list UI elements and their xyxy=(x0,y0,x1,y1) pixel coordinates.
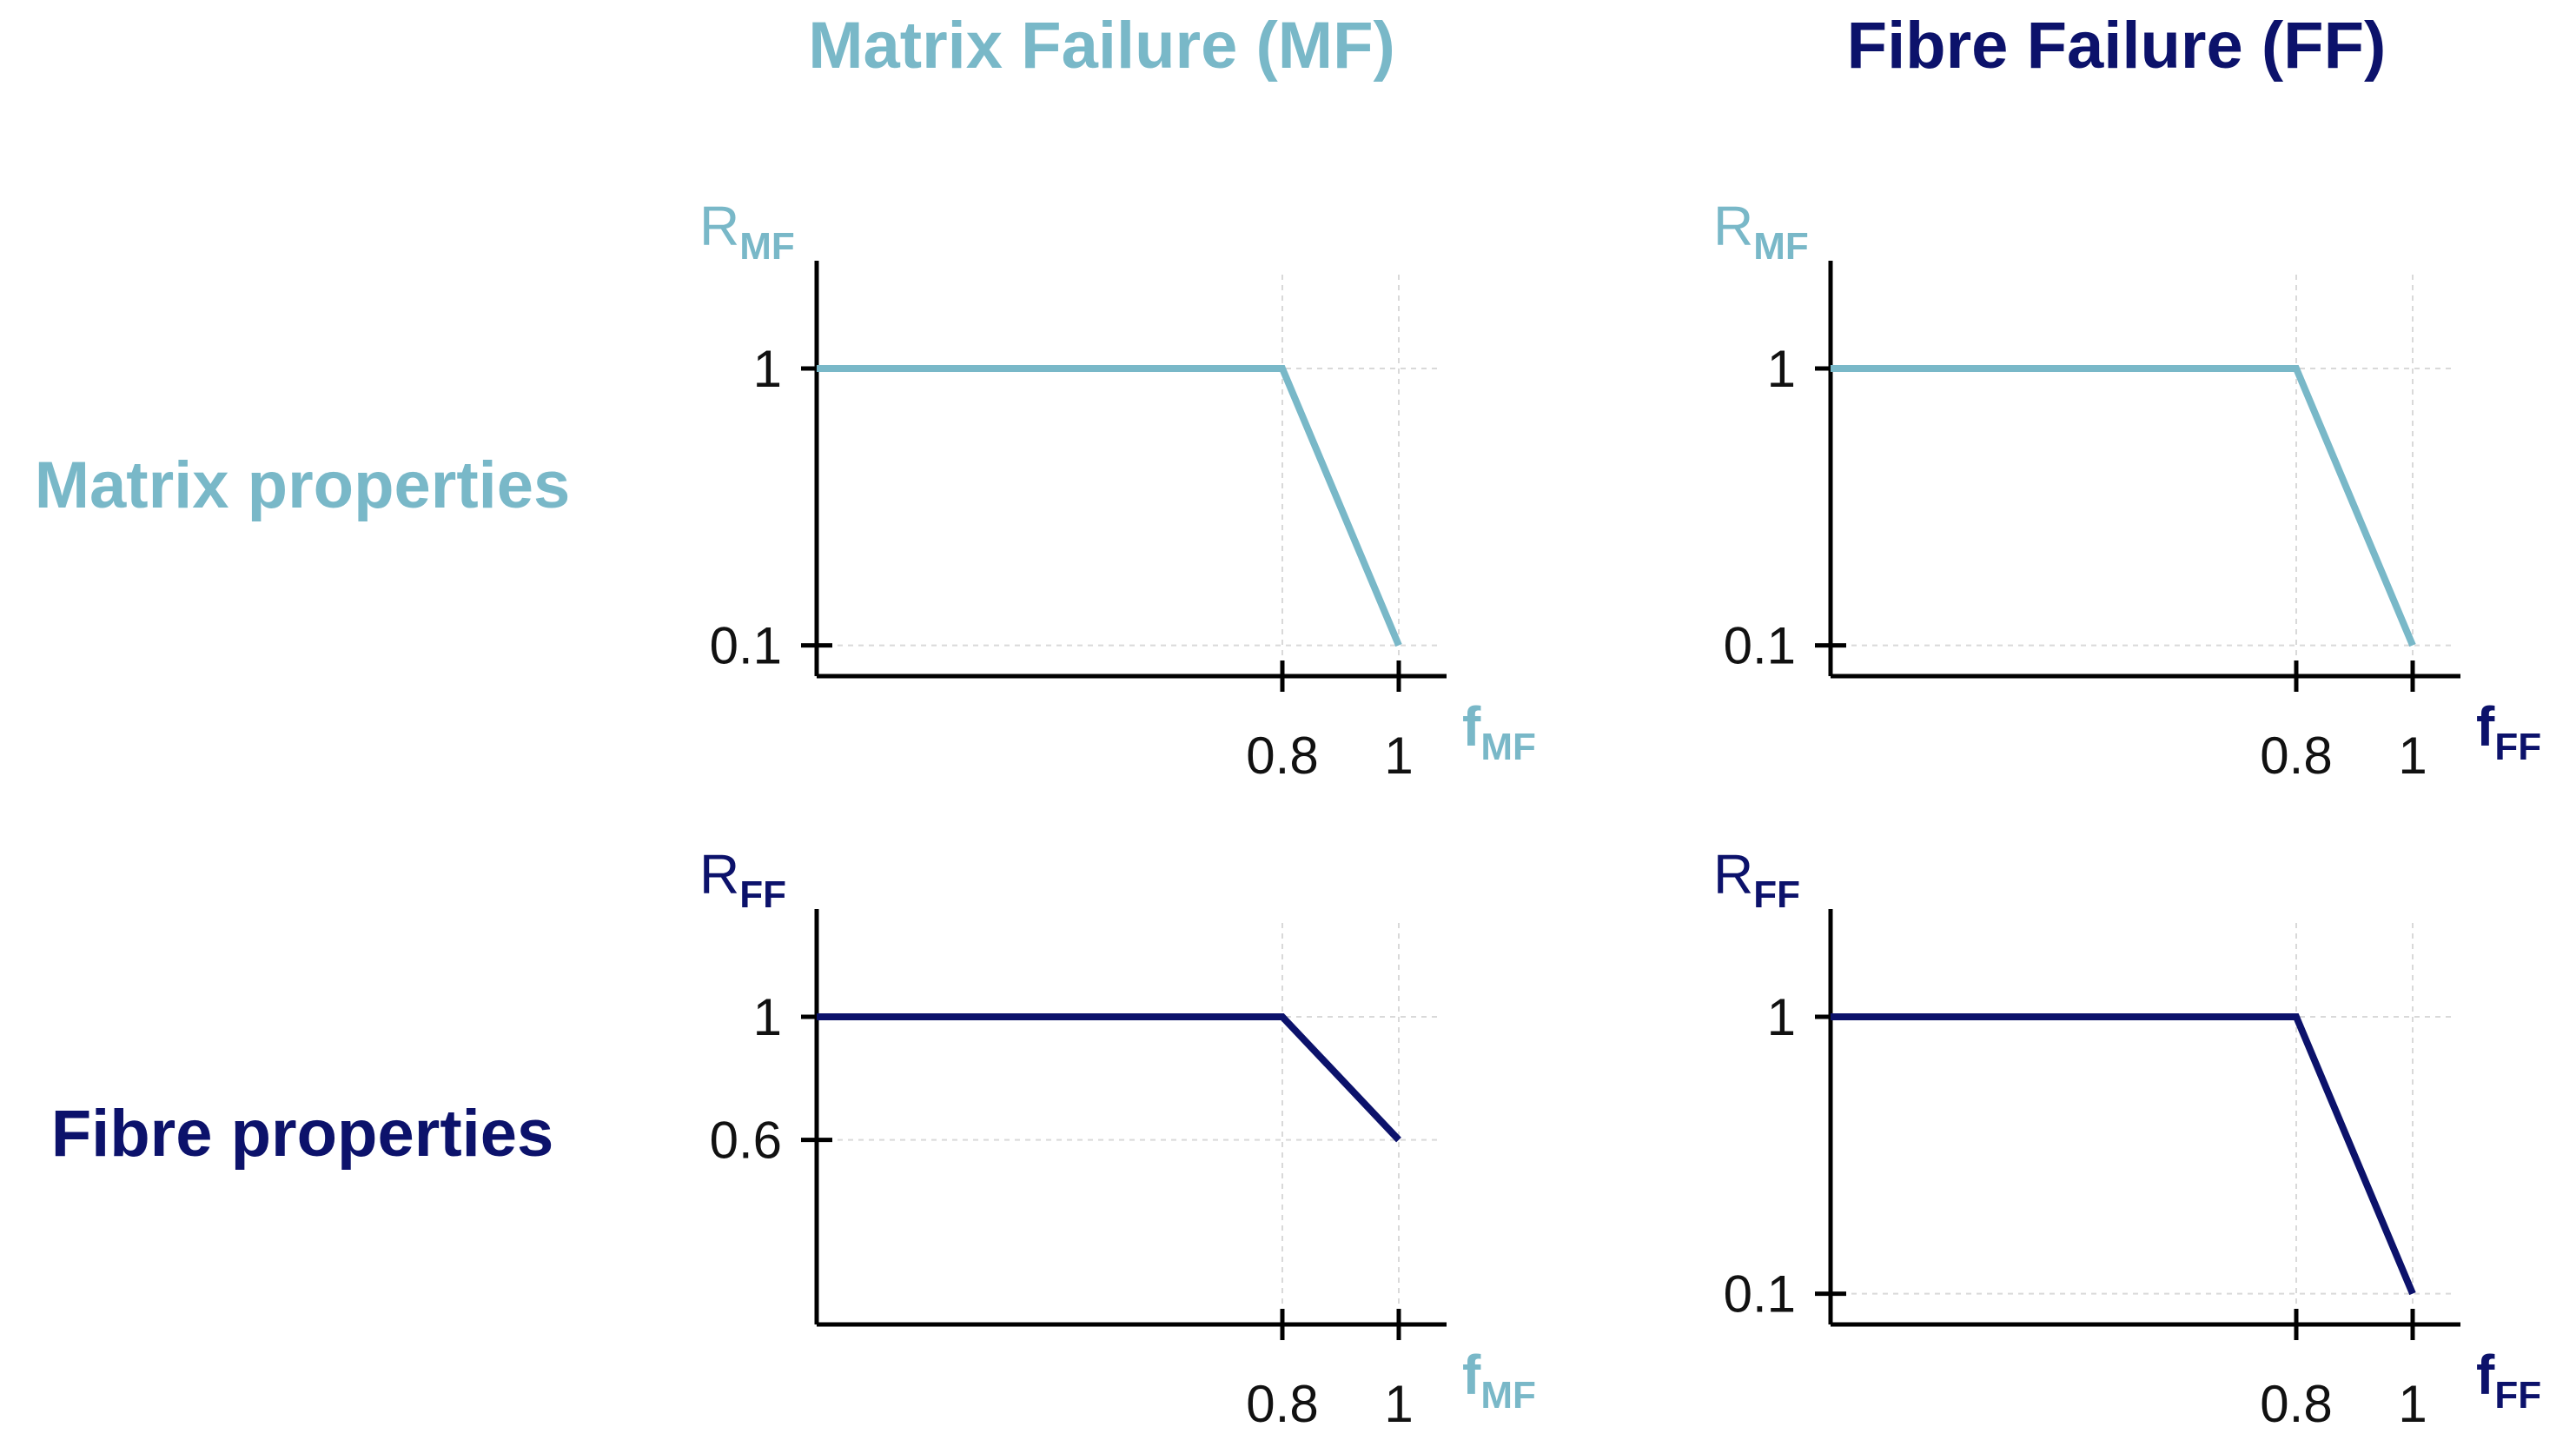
series-line xyxy=(817,1013,1401,1143)
series-line xyxy=(817,365,1402,647)
x-tick-label: 0.8 xyxy=(2260,1375,2332,1433)
column-header-fibre-failure: Fibre Failure (FF) xyxy=(1847,9,2387,83)
x-axis-label: fMF xyxy=(1462,1344,1536,1417)
chart-panel-1-0: 0.8 1 0.6 1 RFF fMF xyxy=(699,843,1536,1433)
y-axis-label: RMF xyxy=(699,195,795,268)
y-tick-label: 1 xyxy=(1767,988,1796,1046)
x-axis-label: fFF xyxy=(2476,1344,2541,1417)
x-axis-label: fMF xyxy=(1462,695,1536,768)
series-line xyxy=(1831,365,2416,647)
chart-panels: 0.8 1 0.1 1 RMF fMF 0.8 1 0.1 1 RMF fFF 0.8 1 0.6 1 RFF f… xyxy=(699,195,2541,1433)
x-tick-label: 1 xyxy=(2398,727,2427,785)
row-header-fibre-properties: Fibre properties xyxy=(51,1097,554,1171)
row-header-matrix-properties: Matrix properties xyxy=(35,448,571,522)
x-axis-label: fFF xyxy=(2476,695,2541,768)
x-tick-label: 0.8 xyxy=(1246,727,1318,785)
y-tick-label: 0.6 xyxy=(710,1112,782,1170)
chart-panel-1-1: 0.8 1 0.1 1 RFF fFF xyxy=(1713,843,2541,1433)
y-tick-label: 1 xyxy=(753,340,782,398)
chart-panel-0-0: 0.8 1 0.1 1 RMF fMF xyxy=(699,195,1536,785)
column-header-matrix-failure: Matrix Failure (MF) xyxy=(808,9,1395,83)
x-tick-label: 1 xyxy=(1384,727,1413,785)
x-tick-label: 0.8 xyxy=(2260,727,2332,785)
y-tick-label: 0.1 xyxy=(710,617,782,675)
x-tick-label: 1 xyxy=(1384,1375,1413,1433)
chart-panel-0-1: 0.8 1 0.1 1 RMF fFF xyxy=(1713,195,2541,785)
series-line xyxy=(1831,1013,2416,1296)
y-axis-label: RMF xyxy=(1713,195,1809,268)
y-tick-label: 0.1 xyxy=(1724,1265,1796,1324)
x-tick-label: 0.8 xyxy=(1246,1375,1318,1433)
y-tick-label: 1 xyxy=(1767,340,1796,398)
x-tick-label: 1 xyxy=(2398,1375,2427,1433)
y-axis-label: RFF xyxy=(1713,843,1800,916)
y-tick-label: 1 xyxy=(753,988,782,1046)
y-tick-label: 0.1 xyxy=(1724,617,1796,675)
y-axis-label: RFF xyxy=(699,843,786,916)
